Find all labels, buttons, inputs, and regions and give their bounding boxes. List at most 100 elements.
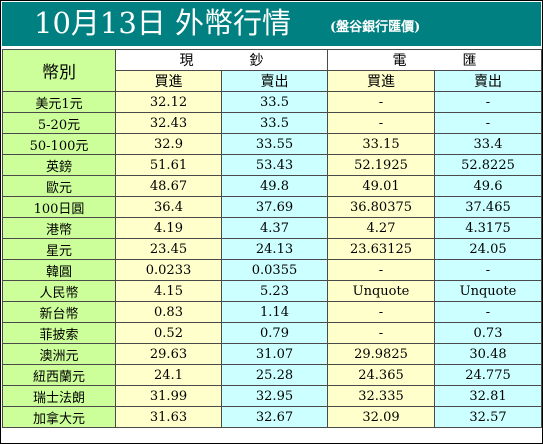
cash-sell-cell: 5.23 — [221, 280, 328, 302]
transfer-sell-cell: 37.465 — [434, 196, 542, 218]
table-row: 50-100元 32.9 33.55 33.15 33.4 — [2, 133, 542, 155]
cash-buy-cell: 0.0233 — [115, 259, 222, 281]
transfer-buy-cell: 52.1925 — [327, 154, 435, 176]
transfer-sell-cell: - — [434, 112, 542, 134]
transfer-buy-cell: 29.9825 — [327, 343, 435, 365]
currency-cell: 人民幣 — [2, 280, 116, 302]
currency-cell: 韓圓 — [2, 259, 116, 281]
currency-cell: 港幣 — [2, 217, 116, 239]
currency-cell: 紐西蘭元 — [2, 364, 116, 386]
cash-sell-cell: 49.8 — [221, 175, 328, 197]
transfer-buy-cell: 32.09 — [327, 406, 435, 428]
table-row: 新台幣 0.83 1.14- - — [2, 301, 542, 323]
transfer-buy-cell: 32.335 — [327, 385, 435, 407]
cash-sell-cell: 25.28 — [221, 364, 328, 386]
transfer-sell-cell: 32.57 — [434, 406, 542, 428]
cash-sell-cell: 33.5 — [221, 112, 328, 134]
currency-cell: 50-100元 — [2, 133, 116, 155]
cash-sell-cell: 37.69 — [221, 196, 328, 218]
cash-buy-header: 買進 — [115, 70, 222, 92]
cash-sell-header: 賣出 — [221, 70, 328, 92]
transfer-buy-cell: 24.365 — [327, 364, 435, 386]
transfer-buy-cell: 23.63125 — [327, 238, 435, 260]
currency-cell: 菲披索 — [2, 322, 116, 344]
table-row: 韓圓 0.0233 0.0355- - — [2, 259, 542, 281]
transfer-sell-cell: 33.4 — [434, 133, 542, 155]
table-row: 美元1元 32.12 33.5- - — [2, 91, 542, 113]
source-label: (盤谷銀行匯價) — [330, 20, 421, 35]
transfer-sell-cell: 0.73 — [434, 322, 542, 344]
transfer-buy-cell: - — [327, 259, 435, 281]
transfer-sell-cell: 49.6 — [434, 175, 542, 197]
transfer-sell-cell: 4.3175 — [434, 217, 542, 239]
cash-header: 現 鈔 — [115, 49, 328, 71]
transfer-sell-cell: 24.05 — [434, 238, 542, 260]
table-row: 菲披索 0.52 0.79-0.73 — [2, 322, 542, 344]
table-row: 歐元 48.67 49.8 49.01 49.6 — [2, 175, 542, 197]
cash-sell-cell: 24.13 — [221, 238, 328, 260]
table-row: 澳洲元 29.63 31.07 29.9825 30.48 — [2, 343, 542, 365]
cash-buy-cell: 0.83 — [115, 301, 222, 323]
currency-cell: 100日圓 — [2, 196, 116, 218]
transfer-buy-cell: 49.01 — [327, 175, 435, 197]
transfer-buy-cell: - — [327, 112, 435, 134]
currency-cell: 新台幣 — [2, 301, 116, 323]
transfer-buy-cell: Unquote — [327, 280, 435, 302]
currency-cell: 瑞士法朗 — [2, 385, 116, 407]
cash-buy-cell: 0.52 — [115, 322, 222, 344]
cash-sell-cell: 32.95 — [221, 385, 328, 407]
cash-buy-cell: 4.19 — [115, 217, 222, 239]
table-row: 英鎊 51.61 53.43 52.1925 52.8225 — [2, 154, 542, 176]
transfer-sell-header: 賣出 — [434, 70, 542, 92]
rates-table: 幣別 現 鈔 電 匯 買進 賣出 買進 賣出 美元1元 32.12 33.5- -5-… — [2, 49, 542, 428]
table-row: 加拿大元 31.63 32.67 32.09 32.57 — [2, 406, 542, 428]
cash-buy-cell: 29.63 — [115, 343, 222, 365]
cash-sell-cell: 33.5 — [221, 91, 328, 113]
table-row: 人民幣 4.15 5.23 Unquote Unquote — [2, 280, 542, 302]
currency-cell: 歐元 — [2, 175, 116, 197]
cash-buy-cell: 31.63 — [115, 406, 222, 428]
table-row: 紐西蘭元 24.1 25.28 24.365 24.775 — [2, 364, 542, 386]
transfer-sell-cell: Unquote — [434, 280, 542, 302]
transfer-buy-cell: - — [327, 91, 435, 113]
transfer-sell-cell: 24.775 — [434, 364, 542, 386]
cash-buy-cell: 4.15 — [115, 280, 222, 302]
cash-sell-cell: 33.55 — [221, 133, 328, 155]
table-row: 港幣 4.19 4.37 4.27 4.3175 — [2, 217, 542, 239]
cash-sell-cell: 4.37 — [221, 217, 328, 239]
title-bar: 10月13日 外幣行情 (盤谷銀行匯價) — [2, 2, 541, 46]
transfer-sell-cell: - — [434, 91, 542, 113]
transfer-buy-cell: - — [327, 322, 435, 344]
transfer-sell-cell: 30.48 — [434, 343, 542, 365]
currency-header: 幣別 — [2, 49, 116, 92]
cash-buy-cell: 48.67 — [115, 175, 222, 197]
transfer-header: 電 匯 — [327, 49, 542, 71]
cash-sell-cell: 1.14 — [221, 301, 328, 323]
transfer-sell-cell: - — [434, 259, 542, 281]
transfer-buy-cell: 33.15 — [327, 133, 435, 155]
cash-sell-cell: 0.0355 — [221, 259, 328, 281]
cash-buy-cell: 32.43 — [115, 112, 222, 134]
cash-sell-cell: 32.67 — [221, 406, 328, 428]
transfer-buy-cell: 36.80375 — [327, 196, 435, 218]
table-row: 瑞士法朗 31.99 32.95 32.335 32.81 — [2, 385, 542, 407]
transfer-buy-cell: 4.27 — [327, 217, 435, 239]
currency-cell: 美元1元 — [2, 91, 116, 113]
cash-buy-cell: 31.99 — [115, 385, 222, 407]
currency-cell: 澳洲元 — [2, 343, 116, 365]
transfer-sell-cell: - — [434, 301, 542, 323]
currency-cell: 5-20元 — [2, 112, 116, 134]
cash-buy-cell: 36.4 — [115, 196, 222, 218]
page-title: 10月13日 外幣行情 — [34, 6, 292, 40]
currency-cell: 星元 — [2, 238, 116, 260]
transfer-buy-header: 買進 — [327, 70, 435, 92]
cash-buy-cell: 32.12 — [115, 91, 222, 113]
cash-buy-cell: 32.9 — [115, 133, 222, 155]
cash-buy-cell: 24.1 — [115, 364, 222, 386]
transfer-sell-cell: 32.81 — [434, 385, 542, 407]
transfer-sell-cell: 52.8225 — [434, 154, 542, 176]
cash-sell-cell: 0.79 — [221, 322, 328, 344]
table-row: 100日圓 36.4 37.69 36.80375 37.465 — [2, 196, 542, 218]
table-row: 5-20元 32.43 33.5- - — [2, 112, 542, 134]
